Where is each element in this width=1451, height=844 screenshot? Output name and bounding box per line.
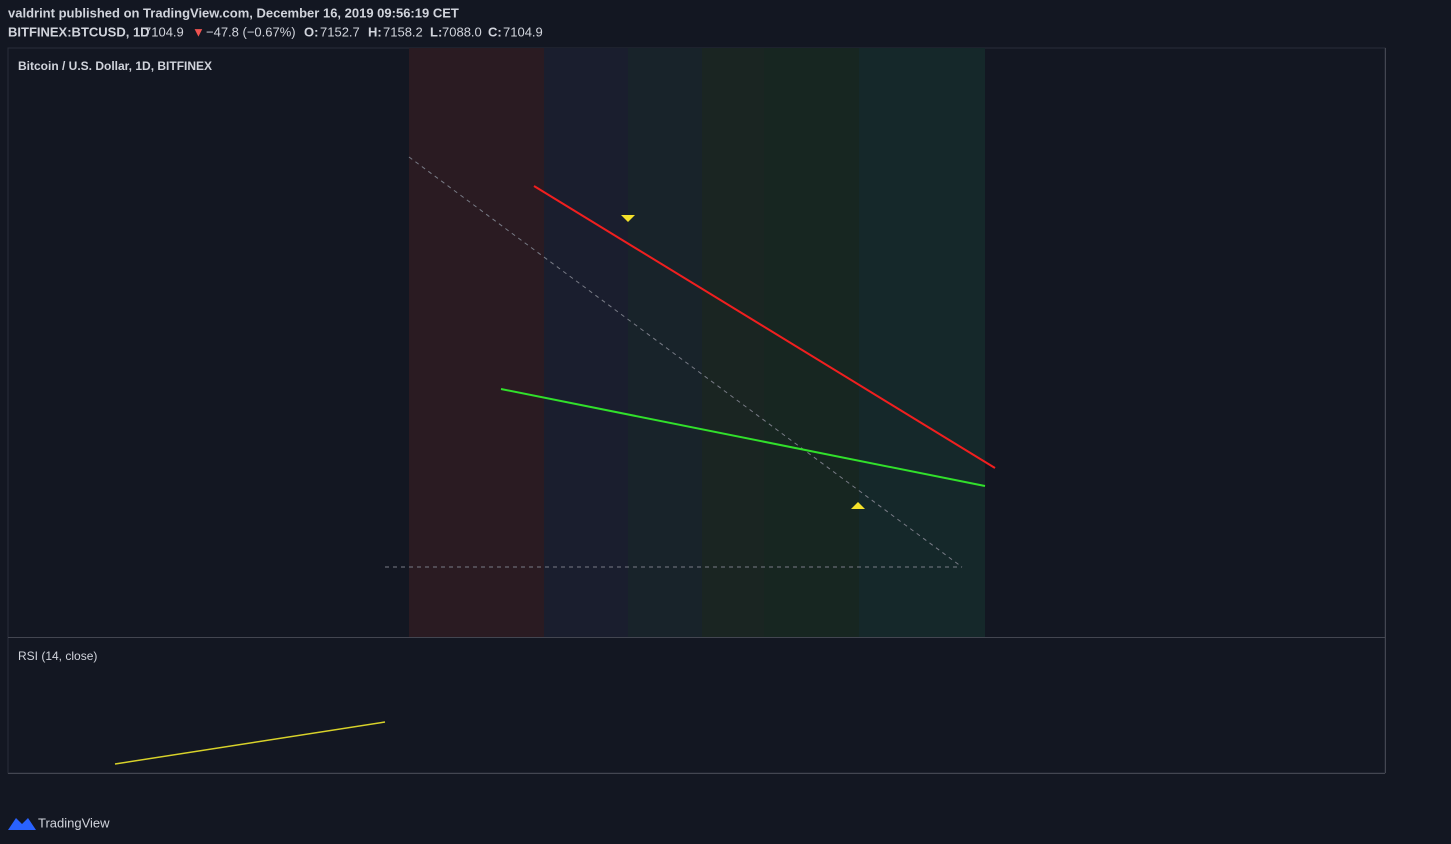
publisher: valdrint published on TradingView.com, D…: [8, 5, 459, 20]
marker-down: [621, 215, 635, 222]
fib-zone: [702, 48, 764, 637]
logo: [8, 818, 36, 830]
open-label: O:: [304, 24, 318, 39]
resistance-line: [533, 185, 996, 469]
chart-title: Bitcoin / U.S. Dollar, 1D, BITFINEX: [18, 59, 212, 73]
high-label: H:: [368, 24, 382, 39]
open: 7152.7: [320, 24, 360, 39]
fib-zone: [409, 48, 544, 637]
brand: TradingView: [38, 815, 110, 830]
high: 7158.2: [383, 24, 423, 39]
low-label: L:: [430, 24, 442, 39]
support-line: [500, 388, 986, 487]
marker-up: [851, 502, 865, 509]
close-label: C:: [488, 24, 502, 39]
fib-zone: [764, 48, 859, 637]
last-price: 7104.9: [144, 24, 184, 39]
fib-zone: [544, 48, 628, 637]
symbol: BITFINEX:BTCUSD, 1D: [8, 24, 150, 39]
fib-zone: [859, 48, 985, 637]
low: 7088.0: [442, 24, 482, 39]
change-arrow: ▼: [192, 24, 205, 39]
close: 7104.9: [503, 24, 543, 39]
drawings: [114, 156, 996, 765]
trend-projection: [408, 156, 963, 568]
fib-zone: [628, 48, 702, 637]
rsi-title: RSI (14, close): [18, 649, 97, 663]
rsi-trend-line: [114, 721, 386, 765]
fib-zones: [409, 48, 985, 637]
change: −47.8 (−0.67%): [206, 24, 296, 39]
